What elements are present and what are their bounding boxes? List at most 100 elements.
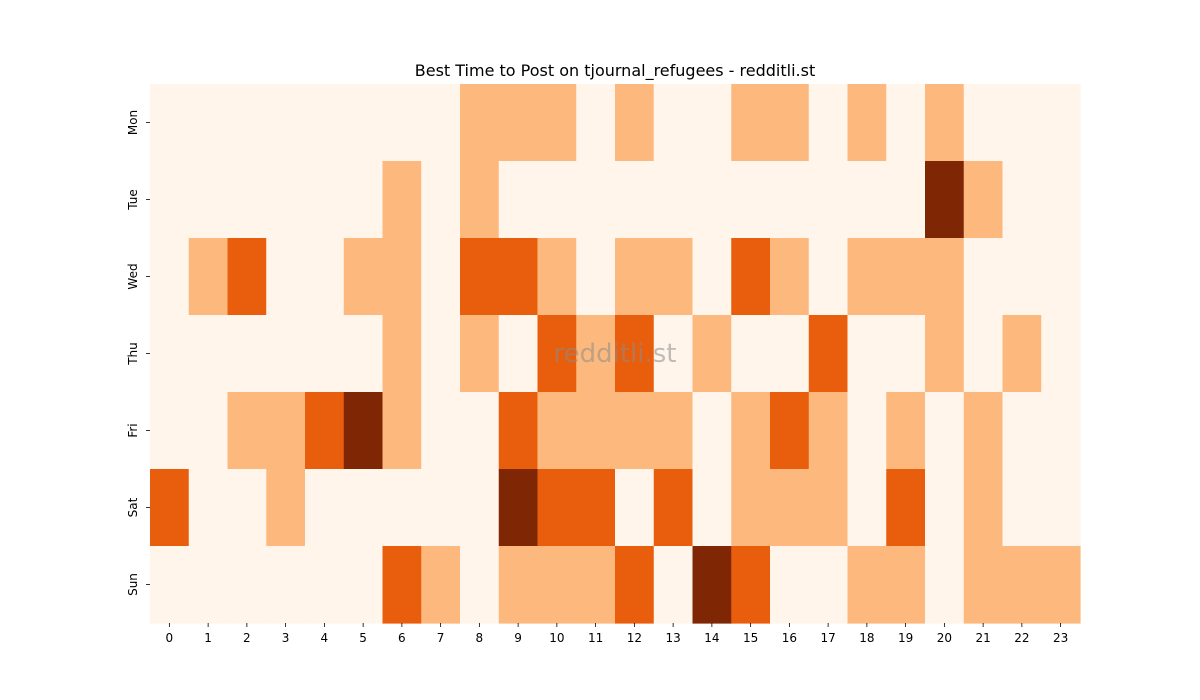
heatmap-cell-thu-2 xyxy=(227,315,267,393)
x-tick-label: 4 xyxy=(321,631,329,645)
heatmap-cell-sat-7 xyxy=(421,469,461,547)
heatmap-cell-sun-6 xyxy=(382,546,422,624)
heatmap-cell-tue-16 xyxy=(770,161,810,239)
heatmap-cell-mon-5 xyxy=(343,84,384,162)
heatmap-cell-sat-10 xyxy=(537,469,577,547)
heatmap-cell-thu-21 xyxy=(963,315,1004,393)
heatmap-cell-wed-15 xyxy=(731,238,771,316)
heatmap-cell-wed-19 xyxy=(886,238,926,316)
heatmap-cell-wed-16 xyxy=(770,238,810,316)
x-axis: 0 1 2 3 4 5 6 7 8 9 10 11 12 13 14 15 16 17 18 19 20 21 22 23 xyxy=(166,623,1068,645)
heatmap-cell-fri-3 xyxy=(266,392,306,470)
heatmap-cell-tue-3 xyxy=(266,161,306,239)
heatmap-cell-tue-8 xyxy=(460,161,500,239)
heatmap-cell-wed-8 xyxy=(460,238,500,316)
x-tick-label: 5 xyxy=(359,631,367,645)
heatmap-cell-mon-9 xyxy=(498,84,539,162)
heatmap-cell-sat-4 xyxy=(305,469,345,547)
x-tick-label: 14 xyxy=(704,631,719,645)
heatmap-cell-tue-18 xyxy=(847,161,887,239)
heatmap-cell-sat-5 xyxy=(343,469,384,547)
x-tick-label: 1 xyxy=(204,631,212,645)
heatmap-cell-sun-15 xyxy=(731,546,771,624)
heatmap-cell-thu-18 xyxy=(847,315,887,393)
heatmap-cell-wed-12 xyxy=(615,238,655,316)
heatmap-cell-sat-2 xyxy=(227,469,267,547)
heatmap-cell-sun-12 xyxy=(615,546,655,624)
heatmap-cell-thu-15 xyxy=(731,315,771,393)
heatmap-cell-thu-19 xyxy=(886,315,926,393)
heatmap-cell-wed-11 xyxy=(576,238,616,316)
heatmap-cell-fri-7 xyxy=(421,392,461,470)
heatmap-cell-wed-22 xyxy=(1002,238,1042,316)
heatmap-cell-tue-10 xyxy=(537,161,577,239)
heatmap-cell-wed-23 xyxy=(1041,238,1081,316)
heatmap-cell-thu-6 xyxy=(382,315,422,393)
heatmap-cell-mon-22 xyxy=(1002,84,1042,162)
heatmap-cell-thu-7 xyxy=(421,315,461,393)
heatmap-cell-thu-17 xyxy=(808,315,849,393)
y-axis: Mon Tue Wed Thu Fri Sat Sun xyxy=(126,110,150,596)
heatmap-cell-fri-5 xyxy=(343,392,384,470)
heatmap-cell-fri-1 xyxy=(188,392,229,470)
heatmap-cell-sun-23 xyxy=(1041,546,1081,624)
heatmap-cell-mon-23 xyxy=(1041,84,1081,162)
heatmap-cell-fri-23 xyxy=(1041,392,1081,470)
y-tick-label: Tue xyxy=(126,189,140,211)
x-tick-label: 11 xyxy=(588,631,603,645)
heatmap-cell-thu-12 xyxy=(615,315,655,393)
heatmap-cell-fri-9 xyxy=(498,392,539,470)
heatmap-cell-thu-3 xyxy=(266,315,306,393)
heatmap-cell-tue-6 xyxy=(382,161,422,239)
heatmap-cell-sun-13 xyxy=(653,546,694,624)
heatmap-cell-mon-8 xyxy=(460,84,500,162)
x-tick-label: 10 xyxy=(549,631,564,645)
heatmap-cell-wed-21 xyxy=(963,238,1004,316)
heatmap-cell-sat-20 xyxy=(925,469,965,547)
heatmap-cell-fri-19 xyxy=(886,392,926,470)
heatmap-cell-sun-21 xyxy=(963,546,1004,624)
x-tick-label: 23 xyxy=(1053,631,1068,645)
heatmap-cell-sat-22 xyxy=(1002,469,1042,547)
heatmap-cell-fri-6 xyxy=(382,392,422,470)
heatmap-cell-sun-22 xyxy=(1002,546,1042,624)
heatmap-cell-sun-1 xyxy=(188,546,229,624)
heatmap-cell-sun-17 xyxy=(808,546,849,624)
heatmap-cell-wed-9 xyxy=(498,238,539,316)
heatmap-cell-fri-2 xyxy=(227,392,267,470)
heatmap-cell-mon-12 xyxy=(615,84,655,162)
heatmap-cell-tue-4 xyxy=(305,161,345,239)
heatmap-cell-fri-0 xyxy=(150,392,190,470)
heatmap-cell-wed-20 xyxy=(925,238,965,316)
heatmap-cell-sun-18 xyxy=(847,546,887,624)
heatmap-cell-tue-9 xyxy=(498,161,539,239)
heatmap-cell-wed-4 xyxy=(305,238,345,316)
heatmap-cell-wed-6 xyxy=(382,238,422,316)
heatmap-cell-sat-19 xyxy=(886,469,926,547)
heatmap-cell-sat-13 xyxy=(653,469,694,547)
heatmap-cell-wed-0 xyxy=(150,238,190,316)
heatmap-cell-sat-21 xyxy=(963,469,1004,547)
heatmap-cell-sun-8 xyxy=(460,546,500,624)
heatmap-cell-fri-22 xyxy=(1002,392,1042,470)
heatmap-cell-mon-0 xyxy=(150,84,190,162)
heatmap-cell-thu-8 xyxy=(460,315,500,393)
heatmap-cell-sat-16 xyxy=(770,469,810,547)
x-tick-label: 16 xyxy=(782,631,797,645)
x-tick-label: 17 xyxy=(820,631,835,645)
heatmap-cell-sat-0 xyxy=(150,469,190,547)
heatmap-cell-tue-12 xyxy=(615,161,655,239)
heatmap-cell-fri-4 xyxy=(305,392,345,470)
heatmap-cell-wed-14 xyxy=(692,238,732,316)
heatmap-cell-mon-3 xyxy=(266,84,306,162)
heatmap-cell-mon-14 xyxy=(692,84,732,162)
watermark-text: redditli.st xyxy=(554,339,677,369)
heatmap-cell-mon-15 xyxy=(731,84,771,162)
heatmap-cell-sun-7 xyxy=(421,546,461,624)
heatmap-cell-mon-16 xyxy=(770,84,810,162)
heatmap-cell-sat-18 xyxy=(847,469,887,547)
heatmap-cell-sun-14 xyxy=(692,546,732,624)
heatmap-cell-wed-10 xyxy=(537,238,577,316)
heatmap-cell-wed-18 xyxy=(847,238,887,316)
